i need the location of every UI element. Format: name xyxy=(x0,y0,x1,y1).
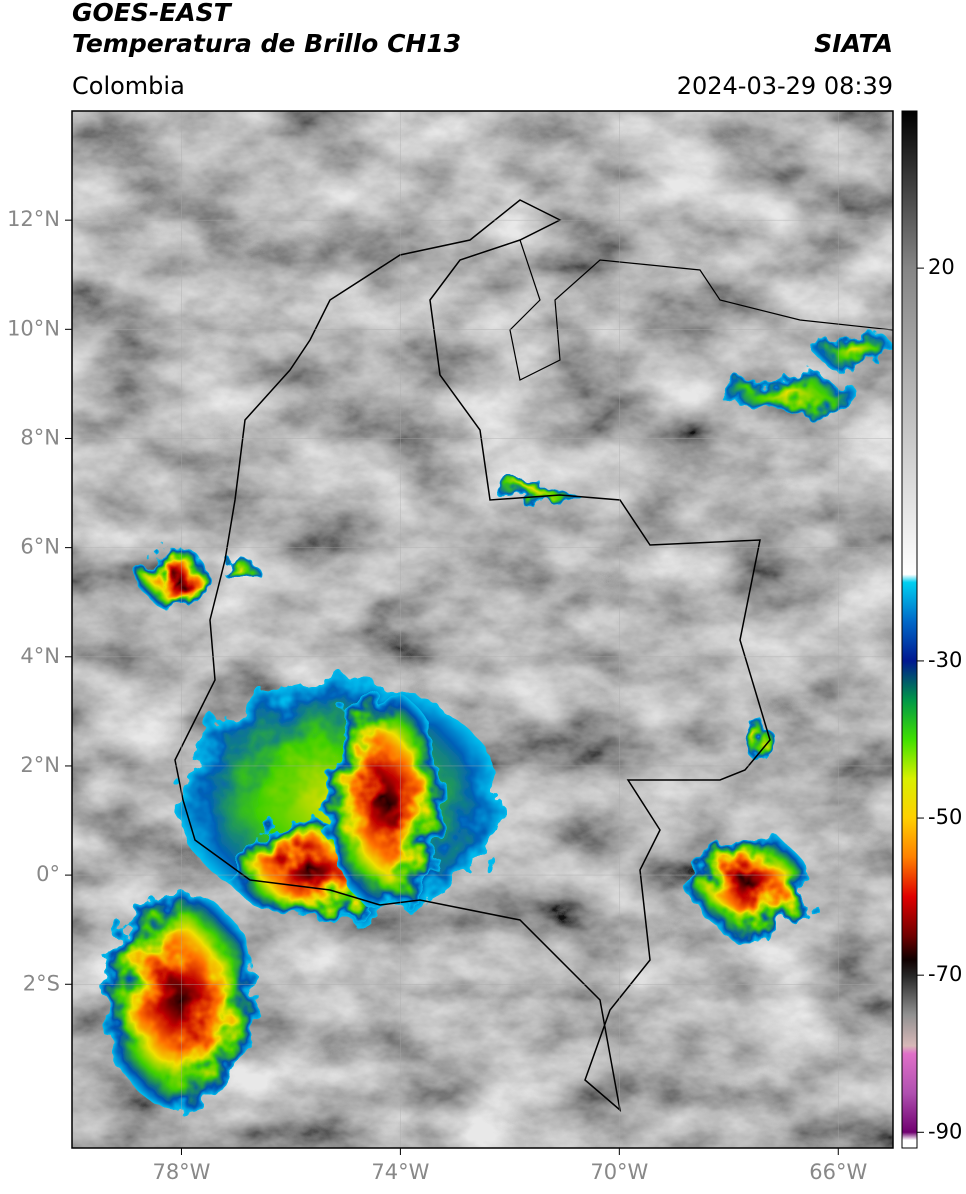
cell xyxy=(690,835,810,935)
cell xyxy=(140,548,210,608)
y-tick-label: 2°S xyxy=(23,971,60,995)
x-tick-label: 74°W xyxy=(371,1160,429,1184)
y-tick-label: 8°N xyxy=(20,425,60,449)
y-tick-label: 10°N xyxy=(7,316,60,340)
cell xyxy=(744,720,772,760)
y-tick-label: 12°N xyxy=(7,207,60,231)
cell xyxy=(325,690,445,910)
coastline xyxy=(509,239,893,381)
convective-cells xyxy=(105,330,893,1110)
satellite-image xyxy=(72,111,893,1148)
grid xyxy=(72,111,893,1148)
cell xyxy=(105,890,255,1110)
y-tick-label: 2°N xyxy=(20,753,60,777)
x-tick-label: 70°W xyxy=(590,1160,648,1184)
y-tick-label: 0° xyxy=(36,862,60,886)
x-tick-label: 78°W xyxy=(152,1160,210,1184)
cell xyxy=(224,556,256,584)
datetime: 2024-03-29 08:39 xyxy=(677,72,893,100)
colorbar-label: -70 xyxy=(928,962,962,986)
subtitle: Temperatura de Brillo CH13 xyxy=(72,29,461,58)
region: Colombia xyxy=(72,72,185,100)
colorbar-label: -90 xyxy=(928,1119,962,1143)
title: GOES-EAST xyxy=(72,0,233,27)
cell xyxy=(720,377,860,413)
cell xyxy=(815,330,893,370)
x-tick-label: 66°W xyxy=(809,1160,867,1184)
source: SIATA xyxy=(814,29,893,58)
map-frame xyxy=(71,110,894,1149)
colorbar-label: -50 xyxy=(928,805,962,829)
y-tick-label: 6°N xyxy=(20,535,60,559)
colorbar-label: -30 xyxy=(928,648,962,672)
border xyxy=(174,199,771,1112)
cell xyxy=(495,482,575,502)
y-tick-label: 4°N xyxy=(20,644,60,668)
colorbar-label: 20 xyxy=(928,255,955,279)
colorbar xyxy=(901,110,918,1149)
